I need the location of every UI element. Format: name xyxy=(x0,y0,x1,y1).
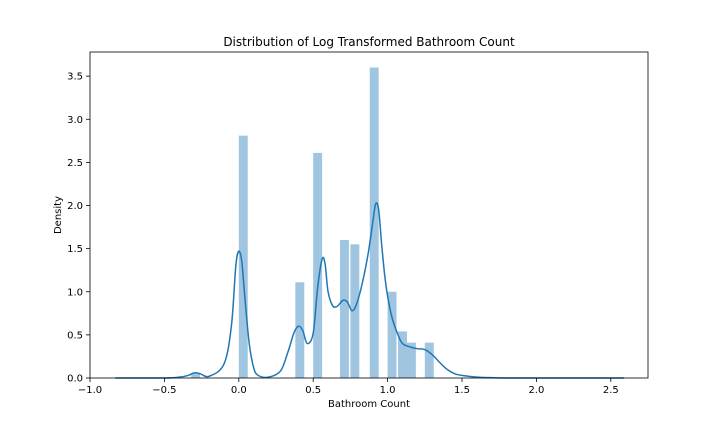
y-tick-label: 0.0 xyxy=(67,374,83,385)
y-tick-label: 2.5 xyxy=(67,158,83,169)
y-tick-label: 3.0 xyxy=(67,115,83,126)
x-tick-label: −1.0 xyxy=(78,385,102,396)
y-tick-label: 0.5 xyxy=(67,330,83,341)
x-tick-label: 0.0 xyxy=(231,385,247,396)
y-tick-label: 3.5 xyxy=(67,72,83,83)
x-tick-label: 0.5 xyxy=(305,385,321,396)
x-axis-ticks: −1.0 −0.5 0.0 0.5 1.0 1.5 2.0 2.5 xyxy=(78,378,619,396)
plot-frame xyxy=(89,51,649,379)
kde-line xyxy=(115,202,625,379)
x-axis-title: Bathroom Count xyxy=(328,399,410,410)
histogram-bar xyxy=(295,282,305,378)
histogram-bar xyxy=(350,244,360,378)
histogram-bar xyxy=(191,372,201,378)
y-axis-ticks: 0.0 0.5 1.0 1.5 2.0 2.5 3.0 3.5 xyxy=(67,72,90,385)
x-tick-label: 1.0 xyxy=(380,385,396,396)
histogram-bar xyxy=(313,152,323,378)
histogram-bar xyxy=(406,342,416,378)
x-tick-label: 2.0 xyxy=(528,385,544,396)
y-tick-label: 2.0 xyxy=(67,201,83,212)
x-tick-label: 1.5 xyxy=(454,385,470,396)
histogram-bar xyxy=(398,331,407,378)
histogram-bar xyxy=(424,342,434,378)
x-tick-label: −0.5 xyxy=(152,385,176,396)
chart-title: Distribution of Log Transformed Bathroom… xyxy=(223,35,515,49)
x-tick-label: 2.5 xyxy=(603,385,619,396)
histogram-bar xyxy=(339,240,349,378)
histogram-bar xyxy=(387,291,397,378)
y-axis-title: Density xyxy=(53,196,64,234)
histogram-bar xyxy=(238,135,248,378)
y-tick-label: 1.5 xyxy=(67,244,83,255)
histogram-bar xyxy=(369,67,379,379)
histogram-bars xyxy=(191,67,434,379)
y-tick-label: 1.0 xyxy=(67,287,83,298)
